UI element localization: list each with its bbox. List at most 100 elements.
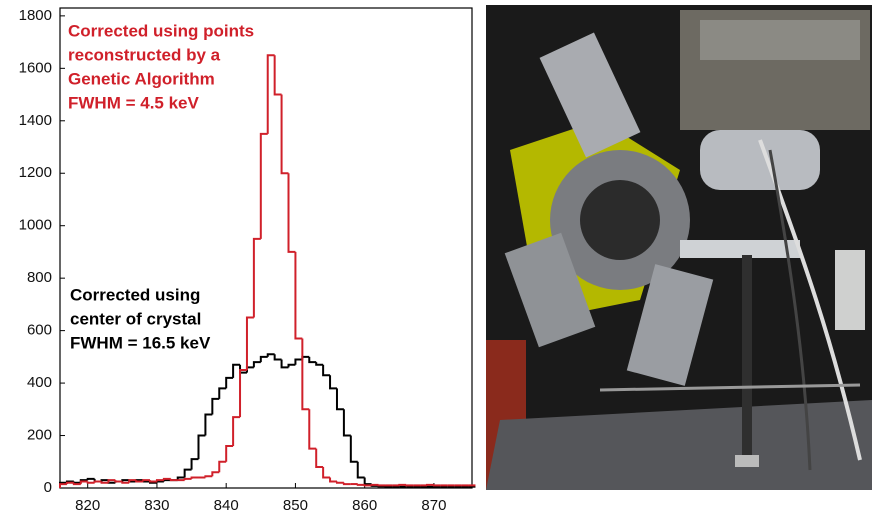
histogram-step <box>342 409 351 437</box>
histogram-step <box>197 434 206 460</box>
plot-frame <box>59 7 473 489</box>
histogram-step <box>190 476 199 479</box>
annotation: reconstructed by a <box>68 45 221 64</box>
x-tick-label: 870 <box>421 497 446 514</box>
histogram-step <box>211 397 220 415</box>
annotation: FWHM = 4.5 keV <box>68 93 200 112</box>
histogram-step <box>315 362 324 366</box>
x-tick-label: 840 <box>214 497 239 514</box>
histogram-step <box>86 477 95 481</box>
x-tick-label: 850 <box>283 497 308 514</box>
histogram-step <box>245 366 254 373</box>
y-tick-label: 1800 <box>19 7 52 24</box>
histogram-step <box>335 388 344 411</box>
histogram-step <box>204 413 213 436</box>
histogram-step <box>79 480 88 485</box>
histogram-step <box>322 467 331 479</box>
histogram-step <box>183 468 192 478</box>
y-tick-label: 1200 <box>19 164 52 181</box>
histogram-step <box>100 479 109 482</box>
histogram-step <box>294 251 303 340</box>
annotation: Corrected using <box>70 285 200 304</box>
histogram-step <box>169 478 178 482</box>
histogram-step <box>183 477 192 481</box>
histogram-step <box>315 448 324 469</box>
annotation: FWHM = 16.5 keV <box>70 333 211 352</box>
histogram-step <box>349 435 358 463</box>
histogram-step <box>273 55 282 96</box>
histogram-step <box>225 376 234 389</box>
histogram-step <box>308 356 317 364</box>
histogram-step <box>308 409 317 450</box>
histogram-step <box>155 479 164 482</box>
histogram-step <box>342 482 351 486</box>
x-tick-label: 860 <box>352 497 377 514</box>
histogram-step <box>329 477 337 483</box>
histogram-step <box>239 368 247 418</box>
histogram-step <box>121 481 130 484</box>
histogram-step <box>335 481 344 484</box>
histogram-step <box>266 54 275 134</box>
histogram-step <box>211 471 220 477</box>
histogram-step <box>273 354 282 361</box>
histogram-step <box>72 482 81 486</box>
histogram-step <box>93 480 102 483</box>
histogram-step <box>329 375 337 390</box>
histogram-step <box>245 316 254 370</box>
histogram-step <box>204 475 213 478</box>
y-tick-label: 0 <box>44 479 52 496</box>
y-tick-label: 800 <box>27 269 52 286</box>
y-tick-label: 600 <box>27 322 52 339</box>
y-tick-label: 1400 <box>19 112 52 129</box>
histogram-step <box>232 363 241 378</box>
histogram-step <box>280 359 289 369</box>
annotation: Corrected using points <box>68 21 254 40</box>
histogram-step <box>363 477 372 486</box>
histogram-step <box>149 480 157 483</box>
histogram-step <box>252 361 261 368</box>
histogram-step <box>232 416 241 447</box>
histogram-step <box>259 355 268 363</box>
histogram-step <box>86 481 95 484</box>
photo <box>486 5 872 490</box>
histogram-step <box>363 484 372 487</box>
histogram-step <box>432 484 441 487</box>
histogram-step <box>322 364 331 377</box>
histogram-step <box>425 483 434 486</box>
histogram-step <box>135 480 144 483</box>
histogram-step <box>266 353 275 357</box>
histogram-step <box>259 132 268 239</box>
y-tick-label: 400 <box>27 374 52 391</box>
histogram-step <box>162 479 171 482</box>
histogram-step <box>162 477 171 481</box>
histogram-step <box>301 338 310 411</box>
histogram-step <box>155 480 164 483</box>
histogram-step <box>287 363 296 368</box>
histogram-step <box>252 237 261 318</box>
histogram-step <box>72 481 81 484</box>
histogram-step <box>114 480 123 483</box>
histogram-step <box>142 479 151 482</box>
histogram-step <box>65 481 74 485</box>
histogram-step <box>287 173 296 253</box>
histogram-step <box>59 483 67 488</box>
histogram-step <box>370 483 379 486</box>
histogram-step <box>107 479 116 483</box>
histogram-step <box>405 484 414 487</box>
histogram-step <box>239 364 247 374</box>
histogram-step <box>377 484 386 487</box>
histogram-step <box>356 461 365 479</box>
histogram-step <box>356 483 365 486</box>
annotation: Genetic Algorithm <box>68 69 215 88</box>
histogram-step <box>128 479 137 483</box>
x-tick-label: 820 <box>75 497 100 514</box>
histogram-step <box>218 387 227 399</box>
histogram-step <box>225 445 234 462</box>
y-tick-label: 1000 <box>19 217 52 234</box>
histogram-step <box>301 355 310 360</box>
histogram-step <box>294 358 303 365</box>
y-tick-label: 1600 <box>19 59 52 76</box>
histogram-step <box>121 479 130 482</box>
histogram-step <box>100 481 109 484</box>
